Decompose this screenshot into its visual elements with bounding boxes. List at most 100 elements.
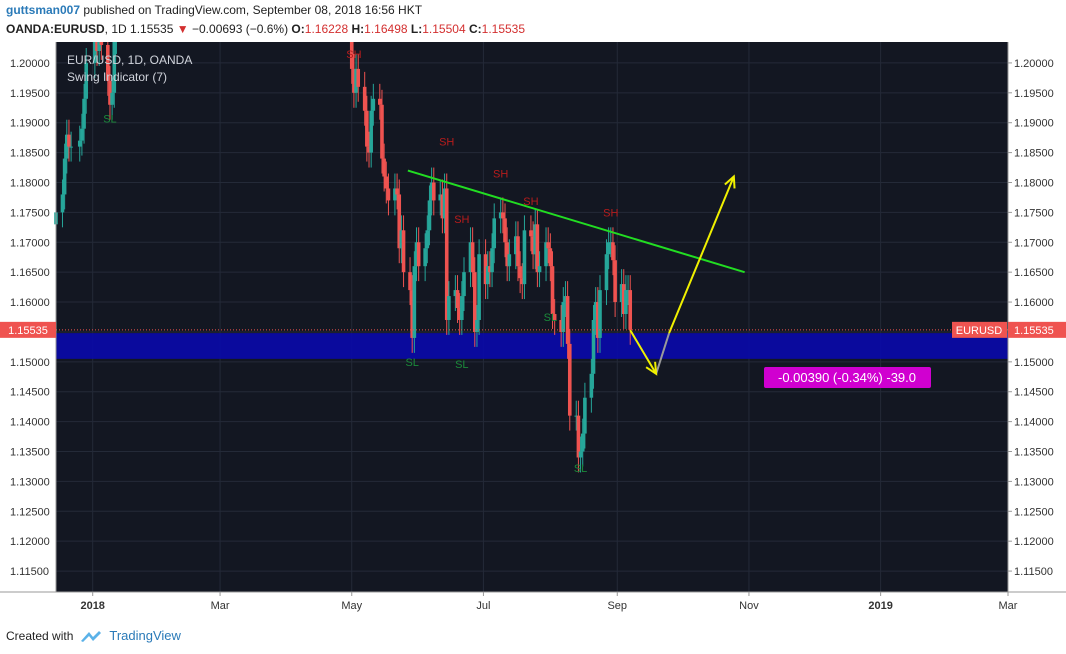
candle-body: [378, 98, 382, 105]
swing-labels: SL SH SH SH SH SH SL SL SL SL SH: [103, 49, 618, 475]
candle-body: [354, 68, 358, 93]
y-tick-label-left: 1.18000: [10, 177, 50, 189]
y-tick-label-right: 1.13500: [1014, 447, 1054, 459]
candle-body: [535, 224, 540, 273]
y-tick-label-left: 1.20000: [10, 58, 50, 70]
candle-body: [470, 242, 475, 273]
candle-body: [531, 236, 535, 255]
candle-body: [626, 290, 630, 292]
trendline[interactable]: [407, 169, 745, 274]
candle-body: [440, 194, 445, 219]
chart-area[interactable]: SL SH SH SH SH SH SL SL SL SL SH 1.20000 1.20000 1.1…: [0, 0, 1066, 614]
candle-body: [503, 218, 507, 243]
swing-label: SH: [493, 169, 508, 181]
candle-body: [410, 290, 414, 338]
projection-path[interactable]: [629, 174, 736, 376]
y-tick-label-right: 1.15000: [1014, 357, 1054, 369]
candle-body: [369, 110, 373, 153]
candle-body: [559, 319, 563, 332]
legend-title: EUR/USD, 1D, OANDA: [67, 53, 192, 67]
candle-body: [457, 308, 462, 320]
candle-body: [613, 260, 617, 303]
candle-body: [537, 266, 542, 273]
time-axis[interactable]: 2018 Mar May Jul Sep Nov 2019 Mar: [0, 591, 1066, 612]
y-tick-label-right: 1.14000: [1014, 417, 1054, 429]
author-link[interactable]: guttsman007: [6, 3, 81, 17]
y-tick-label-left: 1.16500: [10, 267, 50, 279]
last-price-tag-left: [0, 321, 56, 338]
candle-body: [501, 212, 505, 219]
candle-body: [628, 290, 633, 330]
candle-body: [583, 397, 587, 434]
last-price: 1.15535: [130, 22, 174, 36]
x-tick-label: May: [341, 600, 362, 612]
symbol-tag: [952, 321, 1007, 338]
candle-body: [395, 188, 399, 195]
candle-body: [427, 200, 432, 231]
y-tick-label-right: 1.12500: [1014, 506, 1054, 518]
right-axis-panel: [1008, 42, 1066, 592]
candle-body: [472, 272, 477, 332]
last-price-text-right: 1.15535: [1014, 325, 1054, 337]
candle-body: [423, 248, 427, 267]
candle-body: [438, 194, 443, 201]
candle-body: [408, 272, 412, 291]
candle-body: [453, 290, 458, 297]
candle-body: [507, 254, 512, 267]
y-tick-label-right: 1.12000: [1014, 536, 1054, 548]
tradingview-brand-link[interactable]: TradingView: [109, 628, 181, 643]
publish-line: guttsman007 published on TradingView.com…: [6, 3, 422, 17]
last-price-labels: 1.15535 EURUSD 1.15535: [0, 321, 1066, 338]
swing-label: SL: [455, 359, 468, 371]
candle-body: [380, 104, 384, 159]
y-tick-label-right: 1.17500: [1014, 207, 1054, 219]
candle-body: [561, 302, 566, 332]
y-tick-label-right: 1.19500: [1014, 88, 1054, 100]
projection-segment: [629, 329, 657, 375]
close-value: 1.15535: [481, 22, 526, 36]
candle-body: [621, 284, 626, 315]
symbol: OANDA:EURUSD: [6, 22, 105, 36]
candle-body: [563, 296, 568, 303]
candle-body: [60, 194, 65, 213]
candle-body: [576, 415, 581, 458]
y-tick-label-right: 1.16000: [1014, 297, 1054, 309]
candle-body: [574, 415, 579, 417]
candle-body: [488, 266, 492, 273]
y-tick-label-right: 1.14500: [1014, 387, 1054, 399]
candle-body: [589, 373, 594, 398]
candle-body: [397, 194, 402, 249]
tradingview-logo-icon: [81, 630, 102, 642]
created-with-text: Created with: [6, 628, 74, 643]
candle-body: [522, 230, 527, 285]
candle-body: [477, 254, 481, 320]
price-chart[interactable]: SL SH SH SH SH SH SL SL SL SL SH 1.20000 1.20000 1.1…: [0, 0, 1066, 614]
y-tick-label-left: 1.11500: [10, 566, 49, 578]
candle-body: [520, 278, 525, 285]
y-tick-label-left: 1.14000: [10, 417, 50, 429]
x-tick-label: Mar: [211, 600, 230, 612]
candle-body: [546, 242, 550, 249]
candle-body: [580, 433, 585, 452]
quote-line: OANDA:EURUSD, 1D 1.15535 ▼ −0.00693 (−0.…: [6, 22, 526, 36]
candle-body: [393, 188, 397, 201]
high-value: 1.16498: [364, 22, 408, 36]
candle-body: [352, 68, 356, 93]
candle-body: [567, 343, 572, 416]
candle-body: [431, 182, 436, 201]
candle-body: [544, 242, 548, 267]
last-price-tag-right: [1008, 321, 1066, 338]
down-arrow-icon: ▼: [176, 22, 189, 36]
chart-background: [0, 42, 1066, 614]
candle-body: [516, 236, 520, 267]
support-zone: [56, 333, 1008, 359]
y-tick-label-right: 1.16500: [1014, 267, 1054, 279]
measure-box[interactable]: -0.00390 (-0.34%) -39.0: [764, 367, 931, 388]
y-tick-label-left: 1.16000: [10, 297, 50, 309]
y-tick-label-left: 1.14500: [10, 387, 50, 399]
swing-label: SH: [439, 136, 454, 148]
y-tick-label-left: 1.19000: [10, 118, 50, 130]
candle-body: [548, 248, 553, 267]
interval: 1D: [111, 22, 127, 36]
candle-body: [371, 98, 376, 111]
